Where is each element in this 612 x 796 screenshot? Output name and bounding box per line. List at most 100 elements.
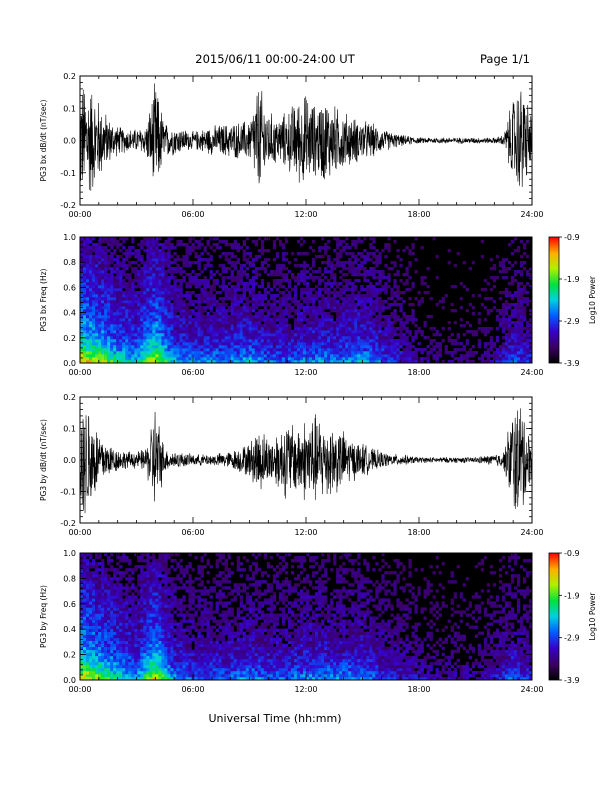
spectrogram-cell-1 bbox=[182, 255, 185, 258]
spectrogram-cell-1 bbox=[249, 330, 252, 333]
spectrogram-cell-1 bbox=[369, 246, 372, 249]
spectrogram-cell-1 bbox=[484, 351, 487, 354]
spectrogram-cell-1 bbox=[496, 318, 499, 321]
spectrogram-cell-1 bbox=[279, 336, 282, 339]
spectrogram-cell-1 bbox=[143, 243, 146, 246]
spectrogram-cell-1 bbox=[294, 330, 297, 333]
spectrogram-cell-1 bbox=[137, 255, 140, 258]
spectrogram-cell-1 bbox=[134, 342, 137, 345]
spectrogram-cell-1 bbox=[107, 345, 110, 348]
spectrogram-cell-1 bbox=[318, 336, 321, 339]
spectrogram-cell-3 bbox=[113, 629, 116, 632]
spectrogram-cell-1 bbox=[152, 303, 155, 306]
spectrogram-cell-1 bbox=[185, 345, 188, 348]
spectrogram-cell-1 bbox=[493, 300, 496, 303]
spectrogram-cell-1 bbox=[198, 306, 201, 309]
spectrogram-cell-1 bbox=[300, 357, 303, 360]
spectrogram-cell-1 bbox=[267, 351, 270, 354]
spectrogram-cell-1 bbox=[309, 309, 312, 312]
spectrogram-cell-1 bbox=[267, 333, 270, 336]
spectrogram-cell-1 bbox=[496, 357, 499, 360]
spectrogram-cell-1 bbox=[276, 279, 279, 282]
spectrogram-cell-1 bbox=[137, 357, 140, 360]
spectrogram-cell-1 bbox=[255, 273, 258, 276]
spectrogram-cell-1 bbox=[167, 300, 170, 303]
spectrogram-cell-1 bbox=[222, 315, 225, 318]
spectrogram-cell-1 bbox=[264, 288, 267, 291]
spectrogram-cell-1 bbox=[363, 294, 366, 297]
spectrogram-cell-1 bbox=[523, 285, 526, 288]
panel-1-y-tick-label: 0.8 bbox=[63, 258, 76, 267]
spectrogram-cell-3 bbox=[107, 641, 110, 644]
spectrogram-cell-1 bbox=[149, 339, 152, 342]
spectrogram-cell-1 bbox=[288, 294, 291, 297]
spectrogram-cell-1 bbox=[264, 267, 267, 270]
spectrogram-cell-1 bbox=[258, 303, 261, 306]
spectrogram-cell-1 bbox=[511, 276, 514, 279]
spectrogram-cell-1 bbox=[234, 309, 237, 312]
spectrogram-cell-3 bbox=[107, 586, 110, 589]
spectrogram-cell-1 bbox=[158, 267, 161, 270]
spectrogram-cell-3 bbox=[95, 638, 98, 641]
spectrogram-cell-1 bbox=[357, 297, 360, 300]
spectrogram-cell-1 bbox=[116, 282, 119, 285]
spectrogram-cell-1 bbox=[282, 255, 285, 258]
spectrogram-cell-1 bbox=[523, 339, 526, 342]
spectrogram-cell-1 bbox=[92, 309, 95, 312]
spectrogram-cell-1 bbox=[110, 240, 113, 243]
spectrogram-cell-1 bbox=[182, 270, 185, 273]
spectrogram-cell-1 bbox=[146, 240, 149, 243]
spectrogram-cell-1 bbox=[198, 327, 201, 330]
spectrogram-cell-1 bbox=[282, 285, 285, 288]
spectrogram-cell-1 bbox=[324, 324, 327, 327]
spectrogram-cell-1 bbox=[330, 324, 333, 327]
spectrogram-cell-1 bbox=[333, 354, 336, 357]
spectrogram-cell-1 bbox=[134, 354, 137, 357]
spectrogram-cell-1 bbox=[116, 345, 119, 348]
spectrogram-cell-1 bbox=[258, 267, 261, 270]
spectrogram-cell-1 bbox=[454, 285, 457, 288]
spectrogram-cell-1 bbox=[381, 348, 384, 351]
spectrogram-cell-1 bbox=[393, 279, 396, 282]
spectrogram-cell-1 bbox=[155, 327, 158, 330]
spectrogram-cell-1 bbox=[110, 339, 113, 342]
spectrogram-cell-1 bbox=[505, 342, 508, 345]
spectrogram-cell-1 bbox=[191, 309, 194, 312]
spectrogram-cell-1 bbox=[195, 273, 198, 276]
spectrogram-cell-1 bbox=[92, 276, 95, 279]
spectrogram-cell-1 bbox=[526, 333, 529, 336]
spectrogram-cell-1 bbox=[342, 300, 345, 303]
spectrogram-cell-3 bbox=[98, 589, 101, 592]
spectrogram-cell-1 bbox=[312, 240, 315, 243]
spectrogram-cell-1 bbox=[318, 249, 321, 252]
spectrogram-cell-3 bbox=[89, 638, 92, 641]
spectrogram-cell-1 bbox=[173, 285, 176, 288]
spectrogram-cell-1 bbox=[246, 351, 249, 354]
spectrogram-cell-1 bbox=[204, 294, 207, 297]
spectrogram-cell-1 bbox=[457, 252, 460, 255]
spectrogram-cell-1 bbox=[396, 357, 399, 360]
spectrogram-cell-1 bbox=[472, 312, 475, 315]
spectrogram-cell-1 bbox=[372, 300, 375, 303]
spectrogram-cell-1 bbox=[179, 240, 182, 243]
spectrogram-cell-1 bbox=[228, 330, 231, 333]
spectrogram-cell-3 bbox=[83, 638, 86, 641]
spectrogram-cell-1 bbox=[113, 324, 116, 327]
spectrogram-cell-1 bbox=[95, 300, 98, 303]
spectrogram-cell-1 bbox=[421, 351, 424, 354]
spectrogram-cell-1 bbox=[294, 300, 297, 303]
spectrogram-cell-1 bbox=[146, 309, 149, 312]
spectrogram-cell-1 bbox=[273, 339, 276, 342]
spectrogram-cell-1 bbox=[288, 330, 291, 333]
spectrogram-cell-1 bbox=[92, 273, 95, 276]
spectrogram-cell-1 bbox=[333, 330, 336, 333]
spectrogram-cell-1 bbox=[143, 306, 146, 309]
spectrogram-cell-1 bbox=[351, 273, 354, 276]
spectrogram-cell-1 bbox=[408, 330, 411, 333]
spectrogram-cell-1 bbox=[231, 261, 234, 264]
spectrogram-cell-1 bbox=[396, 348, 399, 351]
spectrogram-cell-1 bbox=[249, 291, 252, 294]
spectrogram-cell-3 bbox=[92, 562, 95, 565]
spectrogram-cell-1 bbox=[143, 339, 146, 342]
spectrogram-cell-1 bbox=[505, 324, 508, 327]
